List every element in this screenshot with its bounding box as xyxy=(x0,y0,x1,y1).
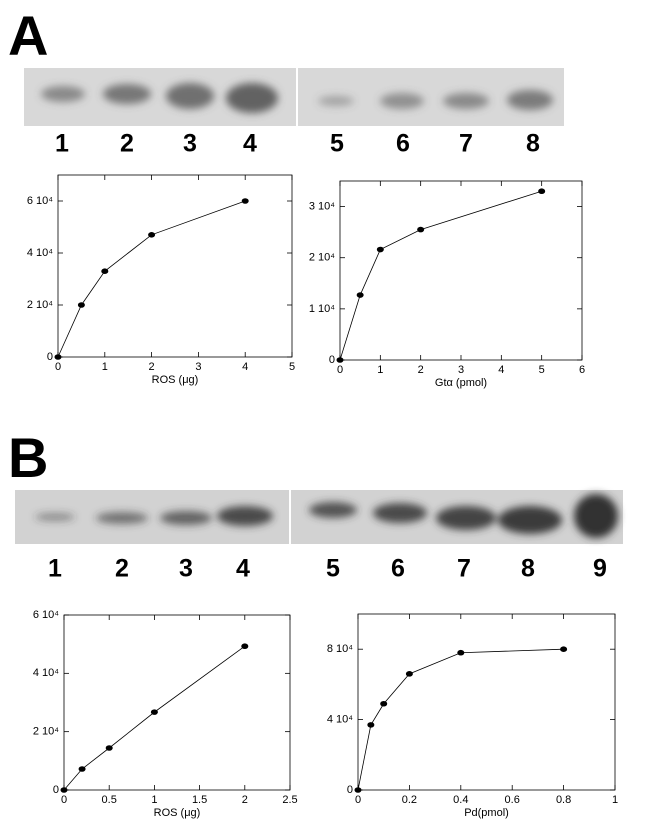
y-tick-label: 0 xyxy=(53,784,59,796)
lane-number: 4 xyxy=(236,555,250,583)
data-point xyxy=(242,198,249,204)
data-point xyxy=(337,357,344,363)
panel-label: B xyxy=(8,426,48,489)
y-tick-label: 3 10⁴ xyxy=(309,200,335,212)
y-tick-label: 4 10⁴ xyxy=(327,714,353,726)
x-tick-label: 2.5 xyxy=(282,794,297,806)
figure: A B 1 2 3 4 5 6 7 8 1 2 3 4 5 6 7 8 9 0 1 2 3 4 5 xyxy=(0,0,645,822)
x-tick-label: 3 xyxy=(195,361,201,373)
y-tick-label: 0 xyxy=(47,351,53,363)
x-tick-label: 2 xyxy=(242,794,248,806)
lane-number: 1 xyxy=(55,130,69,158)
x-tick-label: 1 xyxy=(102,361,108,373)
data-point xyxy=(457,650,464,656)
y-tick-label: 2 10⁴ xyxy=(27,299,53,311)
blot-b xyxy=(15,490,623,544)
lane-number: 6 xyxy=(396,130,410,158)
x-tick-label: 0.6 xyxy=(505,794,520,806)
y-tick-label: 4 10⁴ xyxy=(27,247,53,259)
x-tick-label: 1 xyxy=(612,794,618,806)
data-point xyxy=(61,787,68,793)
lane-number: 3 xyxy=(179,555,193,583)
lane-number: 3 xyxy=(183,130,197,158)
y-tick-label: 6 10⁴ xyxy=(33,609,59,621)
data-point xyxy=(101,268,108,274)
lane-number: 5 xyxy=(326,555,340,583)
data-line xyxy=(340,191,542,360)
lane-number: 4 xyxy=(243,130,257,158)
x-tick-label: 2 xyxy=(149,361,155,373)
y-tick-label: 2 10⁴ xyxy=(33,726,59,738)
x-tick-label: 3 xyxy=(458,364,464,376)
blot-a xyxy=(24,68,564,126)
y-tick-label: 0 xyxy=(347,784,353,796)
lane-number: 6 xyxy=(391,555,405,583)
x-tick-label: 0.4 xyxy=(453,794,468,806)
y-tick-label: 8 10⁴ xyxy=(327,643,353,655)
x-axis-label: ROS (μg) xyxy=(152,374,199,386)
x-tick-label: 0.8 xyxy=(556,794,571,806)
x-axis-label: Gtα (pmol) xyxy=(435,377,487,389)
data-point xyxy=(148,232,155,238)
lane-number: 5 xyxy=(330,130,344,158)
x-tick-label: 0.2 xyxy=(402,794,417,806)
x-tick-label: 6 xyxy=(579,364,585,376)
data-line xyxy=(358,649,564,790)
x-axis-label: ROS (μg) xyxy=(154,807,201,819)
lane-number: 2 xyxy=(115,555,129,583)
y-tick-label: 4 10⁴ xyxy=(33,667,59,679)
data-point xyxy=(55,354,62,360)
x-tick-label: 5 xyxy=(289,361,295,373)
x-tick-label: 5 xyxy=(539,364,545,376)
x-tick-label: 2 xyxy=(418,364,424,376)
data-point xyxy=(241,643,248,649)
data-point xyxy=(78,302,85,308)
lane-number: 7 xyxy=(459,130,473,158)
data-point xyxy=(377,247,384,253)
x-tick-label: 0.5 xyxy=(102,794,117,806)
data-point xyxy=(367,722,374,728)
data-point xyxy=(106,745,113,751)
lane-number: 9 xyxy=(593,555,607,583)
x-tick-label: 4 xyxy=(498,364,504,376)
plot-frame xyxy=(58,175,292,357)
x-tick-label: 0 xyxy=(61,794,67,806)
lane-number: 8 xyxy=(526,130,540,158)
data-point xyxy=(406,671,413,677)
data-point xyxy=(380,701,387,707)
plot-frame xyxy=(64,615,290,790)
x-tick-label: 4 xyxy=(242,361,248,373)
x-tick-label: 1.5 xyxy=(192,794,207,806)
data-line xyxy=(58,201,245,357)
y-tick-label: 1 10⁴ xyxy=(309,303,335,315)
x-axis-label: Pd(pmol) xyxy=(464,807,509,819)
x-tick-label: 0 xyxy=(355,794,361,806)
y-tick-label: 2 10⁴ xyxy=(309,252,335,264)
data-point xyxy=(538,188,545,194)
x-tick-label: 0 xyxy=(337,364,343,376)
x-tick-label: 1 xyxy=(377,364,383,376)
x-tick-label: 1 xyxy=(151,794,157,806)
data-line xyxy=(64,646,245,790)
y-tick-label: 0 xyxy=(329,354,335,366)
x-tick-label: 0 xyxy=(55,361,61,373)
y-tick-label: 6 10⁴ xyxy=(27,195,53,207)
data-point xyxy=(355,787,362,793)
data-point xyxy=(151,709,158,715)
data-point xyxy=(357,292,364,298)
plot-frame xyxy=(340,181,582,360)
lane-number: 1 xyxy=(48,555,62,583)
data-point xyxy=(417,227,424,233)
lane-number: 7 xyxy=(457,555,471,583)
lane-number: 8 xyxy=(521,555,535,583)
lane-number: 2 xyxy=(120,130,134,158)
panel-label: A xyxy=(8,4,48,67)
data-point xyxy=(79,766,86,772)
data-point xyxy=(560,646,567,652)
plot-frame xyxy=(358,614,615,790)
